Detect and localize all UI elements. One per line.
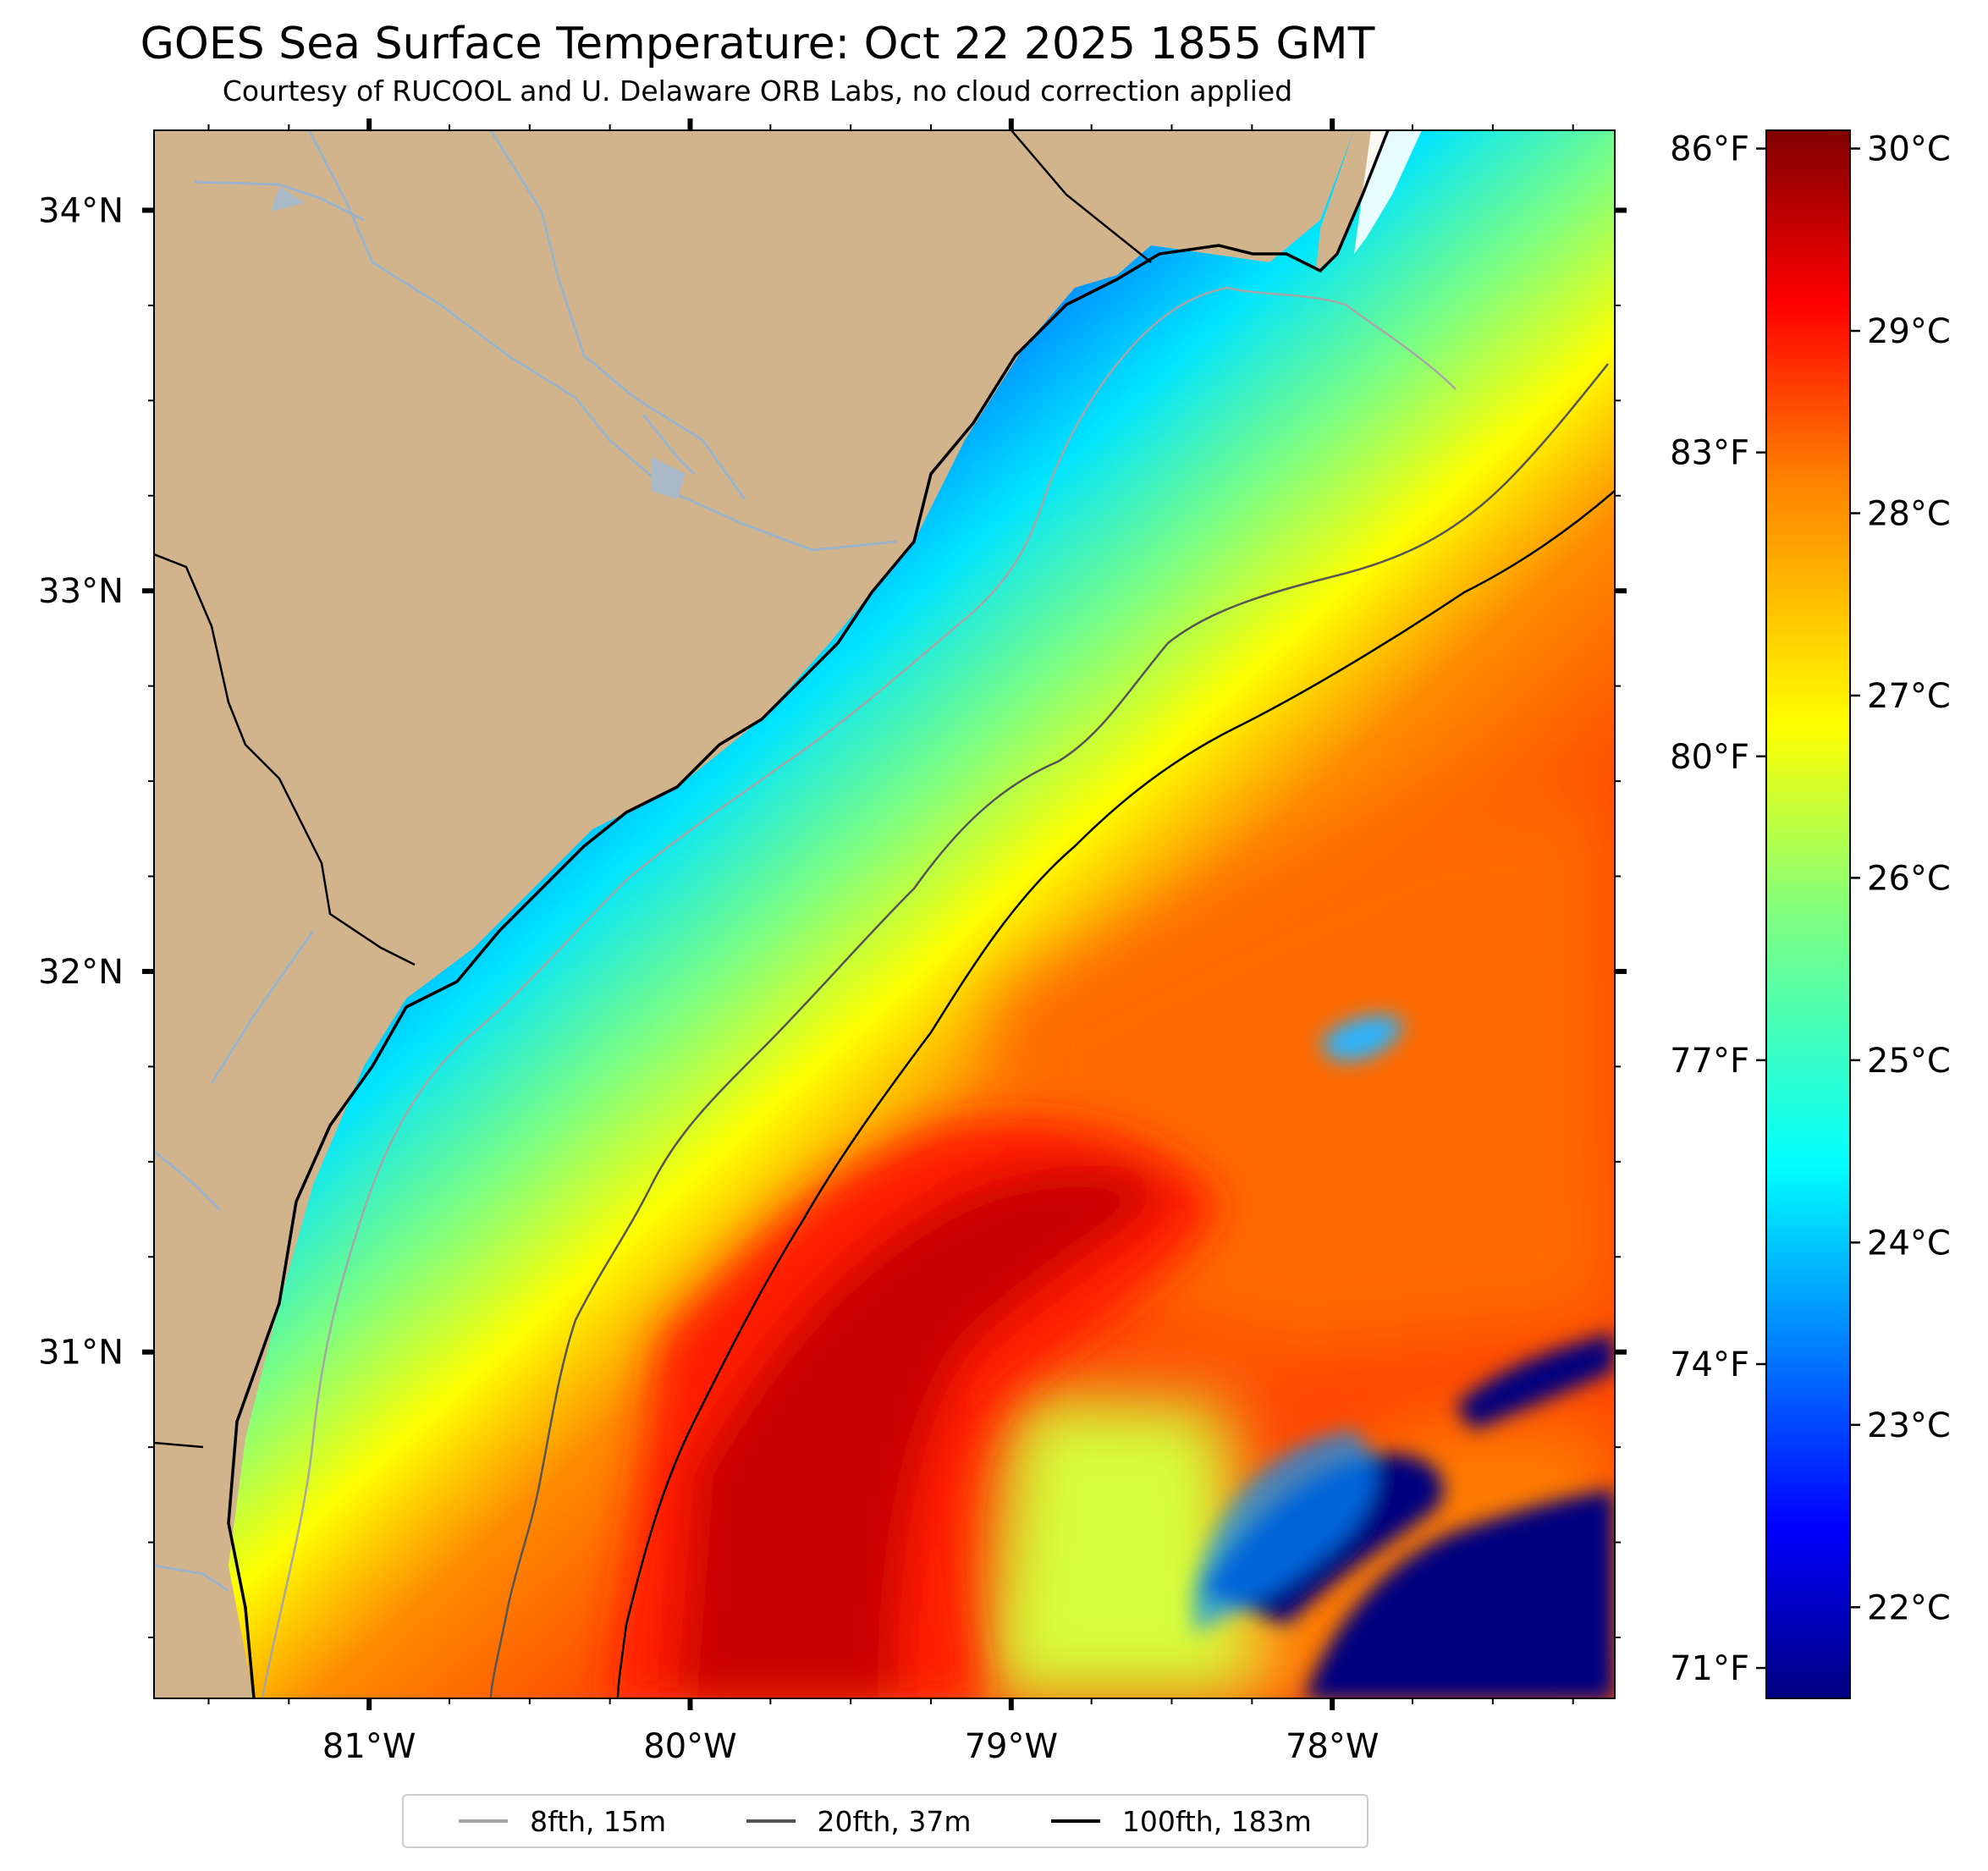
fahrenheit-label-83-f: 83°F	[1670, 434, 1749, 473]
lat-label-33-n: 33°N	[38, 572, 124, 611]
fahrenheit-label-71-f: 71°F	[1670, 1649, 1749, 1688]
lon-label-79-w: 79°W	[965, 1727, 1058, 1766]
lat-label-31-n: 31°N	[38, 1334, 124, 1373]
latitude-ticks: 34°N 33°N 32°N 31°N	[38, 191, 1627, 1639]
lon-label-80-w: 80°W	[643, 1727, 736, 1766]
state-borders	[154, 130, 1152, 1449]
legend-item-20fth: 20fth, 37m	[746, 1805, 972, 1838]
colorbar-label-28-c: 28°C	[1867, 494, 1951, 533]
colorbar-label-30-c: 30°C	[1867, 130, 1951, 169]
coastline	[227, 130, 1390, 1698]
colorbar-label-22-c: 22°C	[1867, 1588, 1951, 1627]
isobath-8fth	[261, 286, 1457, 1698]
lake-moultrie-icon	[652, 457, 686, 499]
colorbar-label-26-c: 26°C	[1867, 859, 1951, 898]
lake-marion-icon	[271, 186, 305, 212]
longitude-ticks: 81°W 80°W 79°W 78°W	[207, 118, 1574, 1766]
lon-label-81-w: 81°W	[322, 1727, 416, 1766]
colorbar-label-23-c: 23°C	[1867, 1406, 1951, 1445]
lat-label-32-n: 32°N	[38, 953, 124, 992]
colorbar-label-25-c: 25°C	[1867, 1042, 1951, 1081]
isobath-20fth	[489, 363, 1609, 1698]
fahrenheit-label-80-f: 80°F	[1670, 738, 1749, 777]
colorbar-ticks: 30°C 29°C 28°C 27°C 26°C 25°C 24°C 23°C 22°C	[1850, 130, 1951, 1627]
map-title: GOES Sea Surface Temperature: Oct 22 202…	[140, 19, 1375, 69]
map-subtitle: Courtesy of RUCOOL and U. Delaware ORB L…	[222, 74, 1293, 107]
isobath-100fth	[616, 490, 1615, 1698]
fahrenheit-label-77-f: 77°F	[1670, 1042, 1749, 1081]
legend-label-8fth: 8fth, 15m	[530, 1804, 667, 1838]
land	[154, 130, 1422, 1698]
lon-label-78-w: 78°W	[1286, 1727, 1379, 1766]
map-frame	[153, 129, 1616, 1699]
rivers	[154, 130, 898, 1593]
colorbar	[1765, 129, 1851, 1699]
legend-label-20fth: 20fth, 37m	[817, 1804, 972, 1838]
legend-swatch-100fth	[1050, 1819, 1100, 1823]
fahrenheit-label-86-f: 86°F	[1670, 130, 1749, 169]
colorbar-label-29-c: 29°C	[1867, 312, 1951, 351]
legend-swatch-20fth	[746, 1819, 796, 1823]
legend-label-100fth: 100fth, 183m	[1121, 1804, 1312, 1838]
colorbar-label-27-c: 27°C	[1867, 677, 1951, 716]
fahrenheit-ticks: 86°F 83°F 80°F 77°F 74°F 71°F	[1670, 130, 1766, 1688]
legend-item-8fth: 8fth, 15m	[459, 1805, 666, 1838]
isobath-legend: 8fth, 15m 20fth, 37m 100fth, 183m	[402, 1794, 1368, 1848]
legend-item-100fth: 100fth, 183m	[1050, 1804, 1312, 1838]
isobaths	[261, 286, 1615, 1698]
legend-swatch-8fth	[459, 1819, 509, 1823]
colorbar-label-24-c: 24°C	[1867, 1224, 1951, 1263]
lat-label-34-n: 34°N	[38, 191, 124, 230]
fahrenheit-label-74-f: 74°F	[1670, 1345, 1749, 1384]
